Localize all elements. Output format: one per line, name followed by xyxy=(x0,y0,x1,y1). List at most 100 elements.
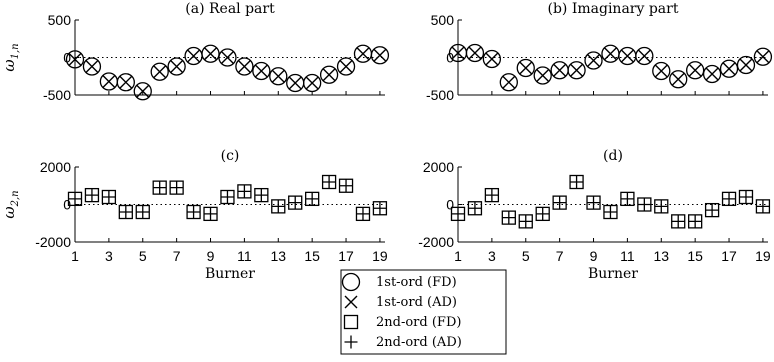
x-marker xyxy=(221,52,233,64)
x-tick-label: 11 xyxy=(237,248,252,264)
x-marker xyxy=(103,76,115,88)
x-marker xyxy=(604,48,616,60)
plus-marker xyxy=(756,200,769,213)
plus-marker xyxy=(136,206,149,219)
x-marker xyxy=(588,55,600,67)
y-axis-label: ω2,n xyxy=(0,190,21,218)
plus-marker xyxy=(468,202,481,215)
plus-marker xyxy=(221,191,234,204)
panel-title: (b) Imaginary part xyxy=(548,1,679,17)
plus-marker xyxy=(373,202,386,215)
x-axis-label: Burner xyxy=(588,266,638,282)
panel-title: (a) Real part xyxy=(185,1,275,17)
panel-title: (c) xyxy=(221,148,240,164)
x-tick-label: 9 xyxy=(590,248,598,264)
y-tick-label: 2000 xyxy=(423,159,454,175)
plus-marker xyxy=(706,204,719,217)
y-tick-label: -500 xyxy=(43,87,71,103)
x-tick-label: 7 xyxy=(556,248,564,264)
x-marker xyxy=(672,73,684,85)
plus-marker xyxy=(153,181,166,194)
y-axis-label-subscript: 1,n xyxy=(10,43,21,59)
y-tick-label: -500 xyxy=(426,87,454,103)
plus-marker xyxy=(356,207,369,220)
x-tick-label: 17 xyxy=(338,248,354,264)
x-marker xyxy=(757,51,769,63)
x-marker xyxy=(323,69,335,81)
plus-marker xyxy=(638,198,651,211)
x-tick-label: 19 xyxy=(755,248,771,264)
plus-marker xyxy=(323,176,336,189)
x-marker xyxy=(621,50,633,62)
plus-marker xyxy=(485,189,498,202)
legend: 1st-ord (FD) 1st-ord (AD) 2nd-ord (FD) 2nd-… xyxy=(341,270,506,354)
x-tick-label: 13 xyxy=(270,248,286,264)
plus-marker xyxy=(502,211,515,224)
x-tick-label: 5 xyxy=(139,248,147,264)
plus-marker xyxy=(672,215,685,228)
plus-marker xyxy=(255,189,268,202)
plus-marker xyxy=(689,215,702,228)
x-tick-label: 3 xyxy=(105,248,113,264)
x-marker xyxy=(486,53,498,65)
plus-marker xyxy=(739,191,752,204)
plus-marker xyxy=(553,196,566,209)
x-marker xyxy=(469,47,481,59)
x-tick-label: 9 xyxy=(207,248,215,264)
plus-marker xyxy=(85,189,98,202)
y-tick-label: -2000 xyxy=(418,234,454,250)
x-marker xyxy=(357,48,369,60)
x-marker xyxy=(154,66,166,78)
x-marker xyxy=(689,64,701,76)
x-tick-label: 7 xyxy=(173,248,181,264)
plus-marker xyxy=(238,185,251,198)
plus-marker xyxy=(102,191,115,204)
legend-label: 1st-ord (FD) xyxy=(376,275,457,290)
y-tick-label: -2000 xyxy=(35,234,71,250)
x-marker xyxy=(120,76,132,88)
plus-marker xyxy=(587,196,600,209)
plus-marker xyxy=(119,206,132,219)
x-marker xyxy=(272,70,284,82)
x-marker xyxy=(86,61,98,73)
x-tick-label: 13 xyxy=(653,248,669,264)
y-axis-label-base: ω xyxy=(0,206,18,218)
plus-marker xyxy=(204,207,217,220)
legend-label: 1st-ord (AD) xyxy=(376,295,457,310)
plus-marker xyxy=(272,200,285,213)
y-tick-label: 2000 xyxy=(40,159,71,175)
plus-marker xyxy=(604,206,617,219)
y-axis-label-base: ω xyxy=(0,59,18,71)
x-tick-label: 11 xyxy=(620,248,635,264)
x-marker xyxy=(503,76,515,88)
x-marker xyxy=(723,63,735,75)
y-tick-label: 500 xyxy=(431,12,455,28)
x-marker xyxy=(638,50,650,62)
x-marker xyxy=(306,77,318,89)
legend-label: 2nd-ord (AD) xyxy=(376,335,462,350)
plus-marker xyxy=(187,206,200,219)
x-tick-label: 1 xyxy=(71,248,79,264)
x-axis-label: Burner xyxy=(205,266,255,282)
y-tick-label: 500 xyxy=(48,12,72,28)
x-marker xyxy=(340,61,352,73)
x-marker xyxy=(374,49,386,61)
plus-marker xyxy=(170,181,183,194)
x-marker xyxy=(171,61,183,73)
x-marker xyxy=(537,70,549,82)
y-axis-label-subscript: 2,n xyxy=(10,190,21,207)
plus-marker xyxy=(306,192,319,205)
x-marker xyxy=(554,64,566,76)
x-tick-label: 17 xyxy=(721,248,737,264)
x-marker xyxy=(655,65,667,77)
plus-marker xyxy=(340,179,353,192)
panel-title: (d) xyxy=(603,148,623,164)
x-tick-label: 15 xyxy=(687,248,703,264)
x-marker xyxy=(520,62,532,74)
plus-marker xyxy=(723,192,736,205)
